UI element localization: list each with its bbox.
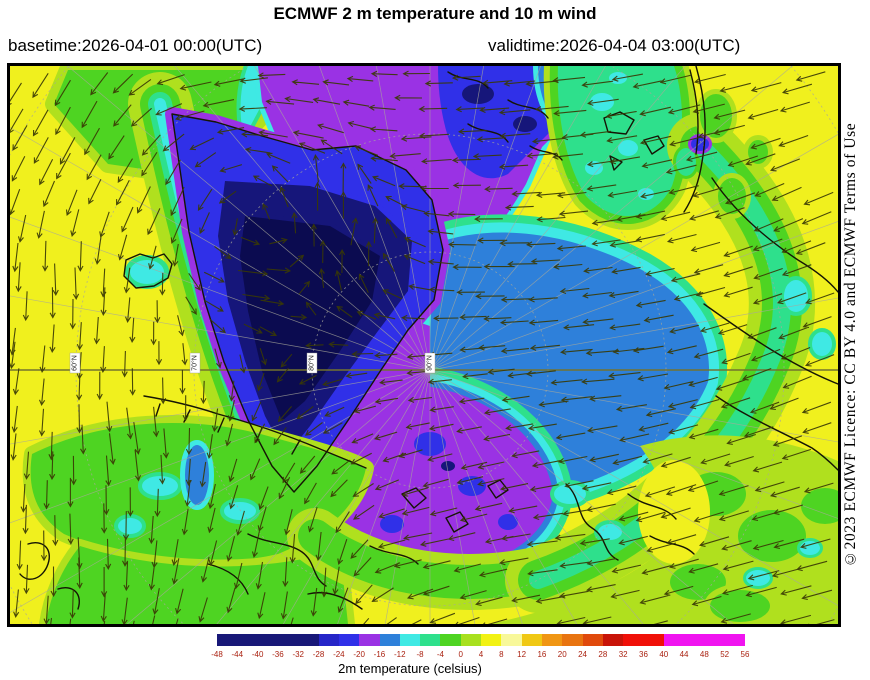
colorbar-tick: -8 [416, 650, 424, 659]
copyright-notice: ©2023 ECMWF Licence: CC BY 4.0 and ECMWF… [842, 122, 859, 568]
colorbar-segment [724, 634, 746, 646]
colorbar-segment [704, 634, 725, 646]
colorbar-tick: 44 [679, 650, 689, 659]
colorbar-segment [460, 634, 482, 646]
colorbar-tick: 52 [720, 650, 730, 659]
colorbar-tick: -32 [292, 650, 304, 659]
colorbar-segment [440, 634, 461, 646]
colorbar-segment [298, 634, 319, 646]
colorbar-segment [684, 634, 705, 646]
colorbar-tick: 8 [499, 650, 504, 659]
latitude-label: 60°N [71, 355, 79, 371]
colorbar-segment [420, 634, 441, 646]
colorbar-tick: -12 [393, 650, 406, 659]
basetime-label: basetime:2026-04-01 00:00(UTC) [8, 36, 263, 55]
colorbar-tick: -16 [373, 650, 386, 659]
colorbar-caption: 2m temperature (celsius) [338, 661, 482, 676]
coastlines [19, 66, 838, 610]
colorbar-tick: 20 [557, 650, 567, 659]
colorbar-segment [481, 634, 502, 646]
colorbar-tick: -20 [353, 650, 365, 659]
colorbar-tick: -48 [211, 650, 223, 659]
colorbar-tick: -24 [333, 650, 345, 659]
colorbar-tick: 0 [458, 650, 463, 659]
latitude-label: 80°N [308, 355, 316, 371]
colorbar-tick: 40 [659, 650, 669, 659]
temperature-colorbar: -48 -44 -40 -36 -32 -28 -24 -20 -16 -12 -8 -4 0 4 8 12 1… [211, 634, 749, 668]
latitude-label-box [189, 352, 201, 374]
latitude-label-box [424, 352, 436, 374]
colorbar-tick: -28 [312, 650, 325, 659]
colorbar-segment [562, 634, 583, 646]
colorbar-segment [257, 634, 278, 646]
page-title: ECMWF 2 m temperature and 10 m wind [273, 4, 597, 23]
colorbar-segment [359, 634, 380, 646]
colorbar-tick: 12 [517, 650, 527, 659]
latitude-label: 70°N [191, 355, 199, 371]
arctic-temperature-map: 60°N 70°N 80°N 90°N [10, 66, 838, 624]
colorbar-segment [379, 634, 400, 646]
colorbar-tick: 24 [578, 650, 587, 659]
colorbar-segment [217, 634, 238, 646]
colorbar-segment [237, 634, 258, 646]
colorbar-segment [521, 634, 542, 646]
colorbar-segment [663, 634, 685, 646]
colorbar-segment [643, 634, 664, 646]
graticule [10, 66, 838, 624]
colorbar-tick: 36 [639, 650, 648, 659]
colorbar-tick: 28 [598, 650, 608, 659]
latitude-label-box [306, 352, 318, 374]
colorbar-tick: 16 [537, 650, 547, 659]
colorbar-tick: -44 [231, 650, 244, 659]
colorbar-segment [623, 634, 644, 646]
map-canvas: 60°N 70°N 80°N 90°N [7, 63, 841, 627]
colorbar-tick: -36 [272, 650, 284, 659]
temperature-field [10, 66, 838, 624]
colorbar-tick: 48 [699, 650, 709, 659]
wind-arrows [10, 70, 835, 624]
colorbar-segments [217, 634, 746, 646]
validtime-label: validtime:2026-04-04 03:00(UTC) [488, 36, 741, 55]
colorbar-segment [399, 634, 421, 646]
colorbar-tick: 56 [740, 650, 750, 659]
colorbar-tick: -40 [251, 650, 264, 659]
latitude-label-box [69, 352, 81, 374]
colorbar-segment [277, 634, 299, 646]
latitude-labels: 60°N 70°N 80°N 90°N [69, 352, 436, 374]
colorbar-tick: -4 [436, 650, 444, 659]
colorbar-segment [602, 634, 624, 646]
colorbar-segment [542, 634, 563, 646]
colorbar-tick: 4 [478, 650, 484, 659]
colorbar-segment [501, 634, 522, 646]
colorbar-segment [338, 634, 360, 646]
colorbar-tick: 32 [618, 650, 628, 659]
colorbar-segment [318, 634, 339, 646]
latitude-label: 90°N [426, 355, 434, 371]
colorbar-segment [582, 634, 603, 646]
